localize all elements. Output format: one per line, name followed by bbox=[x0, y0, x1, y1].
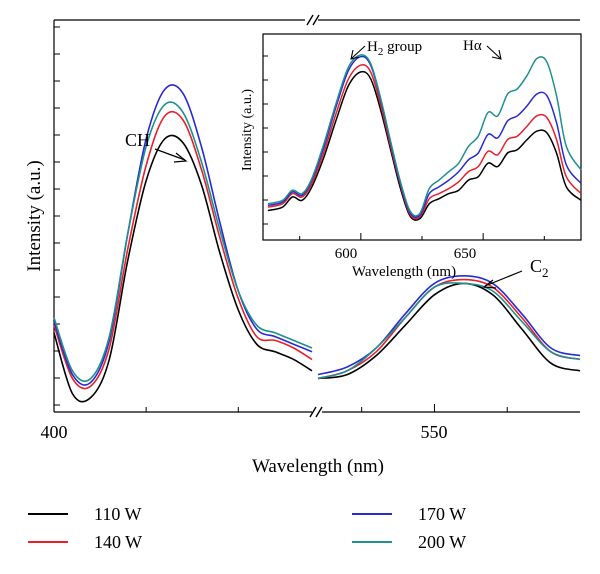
legend-label: 200 W bbox=[418, 531, 467, 552]
h-alpha-arrow-shaft bbox=[486, 45, 501, 59]
legend-swatch bbox=[28, 541, 68, 543]
inset-x-tick-label-600: 600 bbox=[335, 246, 358, 262]
series-line-200w-segment1 bbox=[53, 101, 313, 382]
x-axis-ticks bbox=[53, 404, 508, 412]
c2-arrow-head bbox=[482, 279, 497, 289]
inset-y-axis-label: Intensity (a.u.) bbox=[240, 89, 255, 171]
legend-swatch bbox=[352, 541, 392, 543]
legend-swatch bbox=[28, 513, 68, 515]
c2-arrow-shaft bbox=[484, 270, 523, 287]
legend-label: 110 W bbox=[94, 503, 142, 524]
series-line-110w-segment1 bbox=[53, 134, 313, 403]
x-tick-label-400: 400 bbox=[41, 422, 68, 442]
inset-x-tick-label-650: 650 bbox=[454, 246, 477, 262]
series-line-170w-segment1 bbox=[53, 84, 313, 386]
h-alpha-arrow bbox=[486, 45, 502, 60]
h2-arrow-shaft bbox=[351, 45, 366, 59]
series-line-200w-segment2 bbox=[317, 282, 581, 380]
axis-break-mark bbox=[315, 406, 323, 418]
c2-label-base: C bbox=[530, 256, 542, 276]
legend-swatch bbox=[352, 513, 392, 515]
legend-label: 140 W bbox=[94, 531, 143, 552]
axis-break-mark bbox=[309, 406, 317, 418]
legend-item-170w: 170 W bbox=[352, 502, 466, 526]
inset-plot-lines bbox=[267, 54, 582, 221]
main-plot-lines bbox=[53, 84, 581, 403]
h2-group-label: H2 group bbox=[367, 39, 422, 58]
series-line-140w-segment2 bbox=[317, 278, 581, 380]
legend-item-110w: 110 W bbox=[28, 502, 142, 526]
series-line-110w-segment2 bbox=[317, 282, 581, 380]
axis-break-marks bbox=[306, 14, 323, 418]
ch-arrow-shaft bbox=[154, 148, 186, 161]
inset-axis-ticks bbox=[263, 55, 545, 240]
series-line-170w-segment2 bbox=[317, 274, 581, 376]
axis-break-mark bbox=[312, 14, 320, 26]
axis-break-mark bbox=[306, 14, 314, 26]
legend-label: 170 W bbox=[418, 503, 467, 524]
series-line-140w-segment1 bbox=[53, 110, 313, 390]
h2-arrow-head bbox=[350, 49, 360, 60]
c2-label-subscript: 2 bbox=[542, 265, 549, 280]
ch-arrow bbox=[154, 148, 188, 163]
inset-series-line-140w bbox=[267, 64, 582, 220]
x-axis-label: Wavelength (nm) bbox=[252, 456, 384, 477]
y-axis-ticks bbox=[54, 26, 60, 406]
c2-arrow bbox=[482, 270, 523, 289]
ch-label: CH bbox=[125, 130, 150, 150]
x-tick-label-550: 550 bbox=[421, 422, 448, 442]
h2-label-rest: group bbox=[383, 39, 422, 55]
h2-label-subscript: 2 bbox=[378, 46, 384, 58]
inset-series-line-170w bbox=[267, 55, 582, 219]
inset-series-line-200w bbox=[267, 54, 582, 217]
ch-arrow-head bbox=[173, 152, 188, 163]
legend: 110 W 140 W 170 W 200 W bbox=[20, 500, 580, 560]
h2-arrow bbox=[350, 45, 366, 60]
inset-x-axis-label: Wavelength (nm) bbox=[352, 264, 456, 280]
legend-item-140w: 140 W bbox=[28, 530, 142, 554]
h2-label-base: H bbox=[367, 39, 378, 55]
legend-item-200w: 200 W bbox=[352, 530, 466, 554]
inset-series-line-110w bbox=[267, 70, 582, 221]
inset-frame bbox=[262, 33, 582, 241]
h-alpha-arrow-head bbox=[491, 49, 502, 60]
h-alpha-label: Hα bbox=[463, 38, 482, 54]
y-axis-label: Intensity (a.u.) bbox=[24, 160, 45, 271]
c2-label: C2 bbox=[530, 256, 549, 280]
